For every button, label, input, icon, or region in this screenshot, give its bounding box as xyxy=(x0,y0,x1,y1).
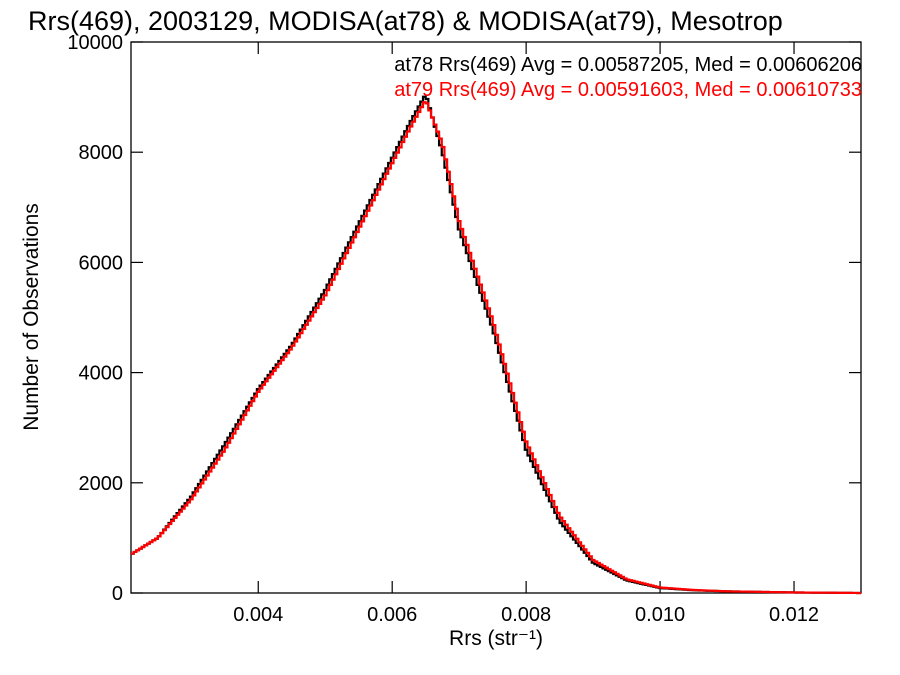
y-axis-ticks: 0 2000 4000 6000 8000 10000 xyxy=(67,32,861,605)
stats-label-at78: at78 Rrs(469) Avg = 0.00587205, Med = 0.… xyxy=(394,54,862,76)
stats-label-at79: at79 Rrs(469) Avg = 0.00591603, Med = 0.… xyxy=(394,79,862,101)
chart-title: Rrs(469), 2003129, MODISA(at78) & MODISA… xyxy=(28,6,783,36)
y-tick-label: 10000 xyxy=(67,32,123,54)
x-axis-ticks: 0.004 0.006 0.008 0.010 0.012 xyxy=(233,42,819,626)
x-tick-label: 0.010 xyxy=(635,604,685,626)
y-tick-label: 6000 xyxy=(79,252,124,274)
y-axis-title: Number of Observations xyxy=(20,203,43,431)
y-tick-label: 0 xyxy=(112,583,123,605)
x-axis-title: Rrs (str⁻¹) xyxy=(449,627,543,650)
y-tick-label: 2000 xyxy=(79,473,124,495)
y-tick-label: 8000 xyxy=(79,142,124,164)
x-tick-label: 0.006 xyxy=(367,604,417,626)
x-tick-label: 0.004 xyxy=(233,604,283,626)
y-tick-label: 4000 xyxy=(79,363,124,385)
plot-frame xyxy=(130,41,862,594)
series-line-at78 xyxy=(131,95,861,595)
series-line-at79 xyxy=(131,101,861,595)
x-tick-label: 0.008 xyxy=(501,604,551,626)
x-tick-label: 0.012 xyxy=(769,604,819,626)
series-layer xyxy=(131,95,861,595)
legend-stats: at78 Rrs(469) Avg = 0.00587205, Med = 0.… xyxy=(394,54,862,101)
